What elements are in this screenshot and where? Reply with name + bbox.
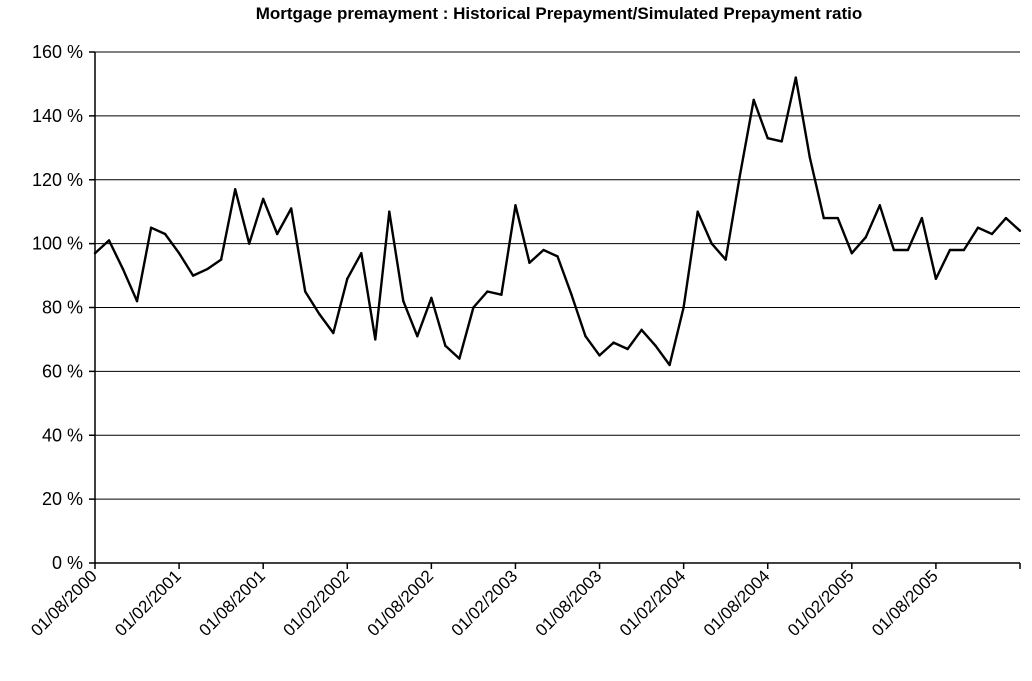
data-point bbox=[1004, 216, 1008, 220]
data-point bbox=[612, 341, 615, 344]
data-point bbox=[780, 140, 783, 143]
data-point bbox=[149, 226, 153, 229]
data-point bbox=[304, 290, 307, 293]
data-point bbox=[864, 236, 868, 239]
chart-title: Mortgage premayment : Historical Prepaym… bbox=[255, 4, 863, 23]
data-point bbox=[346, 277, 349, 280]
data-point bbox=[822, 216, 825, 220]
data-point bbox=[836, 216, 840, 220]
data-point bbox=[542, 248, 545, 252]
data-point bbox=[416, 335, 419, 338]
data-point bbox=[808, 156, 811, 159]
data-point bbox=[878, 204, 882, 207]
data-point bbox=[1018, 229, 1022, 233]
data-point bbox=[205, 267, 209, 271]
y-tick-label: 80 % bbox=[42, 298, 83, 318]
data-point bbox=[626, 347, 629, 351]
data-point bbox=[261, 197, 265, 201]
data-point bbox=[920, 216, 924, 220]
data-point bbox=[163, 232, 167, 236]
data-point bbox=[93, 252, 97, 255]
data-point bbox=[107, 239, 111, 242]
data-point bbox=[275, 232, 279, 236]
data-point bbox=[710, 242, 713, 245]
data-point bbox=[598, 354, 601, 357]
data-point bbox=[962, 248, 966, 252]
data-point bbox=[430, 296, 433, 300]
data-point bbox=[584, 335, 587, 338]
data-point bbox=[514, 204, 517, 207]
data-point bbox=[486, 290, 489, 293]
data-point bbox=[976, 226, 980, 229]
y-tick-label: 0 % bbox=[52, 553, 83, 573]
data-point bbox=[233, 188, 237, 191]
data-point bbox=[135, 299, 139, 303]
data-point bbox=[360, 252, 363, 255]
series-line bbox=[94, 76, 1021, 367]
data-point bbox=[948, 248, 952, 252]
data-point bbox=[318, 312, 321, 316]
data-point bbox=[668, 363, 671, 367]
x-tick-label: 01/02/2003 bbox=[448, 566, 522, 640]
data-point bbox=[752, 98, 755, 102]
gridlines bbox=[95, 51, 1020, 500]
data-point bbox=[850, 252, 854, 255]
data-point bbox=[332, 331, 335, 335]
data-point bbox=[766, 137, 769, 140]
data-point bbox=[556, 255, 559, 258]
x-tick-label: 01/02/2002 bbox=[279, 566, 353, 640]
data-point bbox=[388, 210, 391, 213]
x-tick-label: 01/08/2005 bbox=[868, 566, 942, 640]
x-tick-label: 01/08/2000 bbox=[27, 566, 101, 640]
x-axis-ticks: 01/08/2000 01/02/2001 01/08/2001 01/02/2002… bbox=[27, 563, 1021, 640]
data-point bbox=[402, 299, 405, 303]
data-point bbox=[682, 306, 685, 309]
data-point bbox=[472, 306, 475, 309]
data-point bbox=[738, 175, 741, 178]
y-tick-label: 140 % bbox=[32, 106, 83, 126]
data-point bbox=[290, 207, 293, 210]
y-tick-label: 40 % bbox=[42, 425, 83, 445]
y-tick-label: 100 % bbox=[32, 234, 83, 254]
x-tick-label: 01/02/2004 bbox=[616, 566, 690, 640]
x-tick-label: 01/08/2002 bbox=[364, 566, 438, 640]
y-tick-label: 60 % bbox=[42, 361, 83, 381]
data-point bbox=[444, 344, 447, 348]
data-point bbox=[528, 261, 531, 264]
data-point bbox=[458, 357, 461, 360]
data-point bbox=[906, 248, 910, 252]
data-point bbox=[640, 328, 643, 332]
y-tick-label: 20 % bbox=[42, 489, 83, 509]
data-point bbox=[247, 242, 251, 245]
y-tick-label: 160 % bbox=[32, 42, 83, 62]
data-point bbox=[570, 293, 573, 296]
data-point bbox=[892, 248, 896, 252]
x-tick-label: 01/08/2001 bbox=[195, 566, 269, 640]
data-point bbox=[219, 258, 223, 261]
x-tick-label: 01/02/2001 bbox=[111, 566, 185, 640]
x-tick-label: 01/08/2003 bbox=[532, 566, 606, 640]
data-point bbox=[654, 344, 657, 348]
data-point bbox=[500, 293, 503, 296]
data-point bbox=[724, 258, 727, 261]
x-tick-label: 01/02/2005 bbox=[784, 566, 858, 640]
data-point bbox=[990, 232, 994, 236]
data-point bbox=[191, 274, 195, 277]
data-point bbox=[794, 76, 797, 79]
data-points bbox=[93, 76, 1022, 367]
y-tick-label: 120 % bbox=[32, 170, 83, 190]
data-point bbox=[696, 210, 699, 213]
x-tick-label: 01/08/2004 bbox=[700, 566, 774, 640]
y-axis-ticks: 0 % 20 % 40 % 60 % 80 % 100 % 120 % 140 % 160 % bbox=[32, 42, 95, 573]
data-point bbox=[374, 338, 377, 341]
data-point bbox=[121, 267, 125, 271]
data-point bbox=[934, 277, 938, 280]
data-point bbox=[177, 252, 181, 255]
